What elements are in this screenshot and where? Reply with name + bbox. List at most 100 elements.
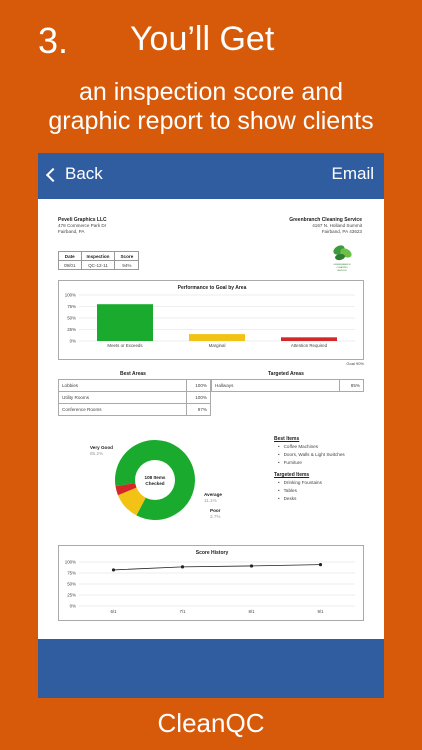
best-areas-table: Lobbies 100% Utility Rooms 100% Conference…: [58, 379, 211, 416]
brand-footer: CleanQC: [157, 708, 265, 738]
y-tick-label: 75%: [67, 304, 76, 309]
client-address: Peveli Graphics LLC 478 Commerce Park Dr…: [58, 217, 107, 235]
donut-center-label: Checked: [145, 481, 164, 486]
bar: [97, 304, 153, 341]
info-header: Score: [114, 251, 140, 261]
y-tick-label: 50%: [67, 316, 76, 321]
navbar: Back Email: [38, 153, 384, 199]
x-tick-label: 7/1: [179, 609, 186, 614]
client-name: Peveli Graphics LLC: [58, 217, 107, 223]
company-address1: 4167 N. Holland Summit: [312, 223, 362, 228]
list-item: Furniture: [278, 459, 345, 467]
data-point: [249, 564, 254, 568]
area-name: Lobbies: [58, 379, 187, 392]
donut-hole: [135, 460, 175, 500]
y-tick-label: 25%: [67, 593, 76, 598]
info-score: 94%: [114, 260, 140, 270]
email-button[interactable]: Email: [331, 164, 374, 183]
area-value: 100%: [186, 379, 211, 392]
x-tick-label: 8/1: [248, 609, 255, 614]
list-item: Coffee Machines: [278, 443, 345, 451]
score-history-panel: Score History 0% 25% 50% 75% 100% 6/1 7/1 8/1 9/1: [58, 545, 364, 621]
targeted-items-list: Targeted Items Drinking Fountains Tables…: [274, 471, 322, 503]
x-tick-label: Meets or Exceeds: [107, 343, 143, 348]
goal-note: Goal 90%: [346, 361, 364, 366]
info-header: Date: [58, 251, 82, 261]
y-tick-label: 0%: [70, 339, 76, 344]
area-name: Hallways: [211, 379, 340, 392]
report-page: Peveli Graphics LLC 478 Commerce Park Dr…: [38, 199, 384, 639]
area-value: 100%: [186, 391, 211, 404]
phone-screen: Back Email Peveli Graphics LLC 478 Comme…: [38, 153, 384, 698]
slice-pct: 85.2%: [90, 451, 104, 456]
data-point: [111, 568, 116, 572]
donut-label-average: Average 11.1%: [204, 492, 222, 504]
targeted-areas-title: Targeted Areas: [268, 371, 304, 377]
hero-subtitle: an inspection score and graphic report t…: [0, 78, 422, 136]
y-tick-label: 75%: [67, 571, 76, 576]
hero-subtitle-line1: an inspection score and: [78, 78, 344, 106]
slice-name: Very Good: [90, 445, 113, 450]
area-name: Utility Rooms: [58, 391, 187, 404]
area-value: 85%: [339, 379, 364, 392]
hero-title: You’ll Get: [130, 20, 275, 58]
table-row: Conference Rooms 97%: [58, 403, 211, 416]
info-inspection: QC-12-11: [80, 260, 116, 270]
series-line: [113, 564, 321, 571]
area-value: 97%: [186, 403, 211, 416]
x-tick-label: 9/1: [317, 609, 324, 614]
list-item: Doors, Walls & Light Switches: [278, 451, 345, 459]
step-number: 3.: [38, 20, 69, 61]
y-tick-label: 50%: [67, 582, 76, 587]
y-tick-label: 0%: [70, 604, 76, 609]
list-item: Tables: [278, 487, 322, 495]
donut-label-very-good: Very Good 85.2%: [90, 445, 113, 457]
y-tick-label: 25%: [67, 327, 76, 332]
performance-chart-panel: Performance to Goal by Area 0% 25% 50% 75% 10…: [58, 280, 364, 360]
table-row: Hallways 85%: [211, 379, 364, 392]
donut-label-poor: Poor 3.7%: [210, 508, 220, 520]
svg-text:CLEANING: CLEANING: [336, 266, 347, 269]
slice-name: Average: [204, 492, 222, 497]
svg-text:GREENBRANCH: GREENBRANCH: [333, 263, 350, 266]
inspection-info-table: Date Inspection Score 09/01 QC-12-11 94%: [58, 251, 140, 270]
targeted-items-title: Targeted Items: [274, 472, 310, 478]
slice-pct: 11.1%: [204, 498, 217, 503]
svg-text:SERVICE: SERVICE: [337, 270, 347, 272]
company-name: Greenbranch Cleaning Service: [289, 217, 362, 223]
best-areas-title: Best Areas: [120, 371, 146, 377]
data-point: [180, 565, 185, 569]
area-name: Conference Rooms: [58, 403, 187, 416]
hero-subtitle-line2: graphic report to show clients: [48, 107, 374, 135]
info-header: Inspection: [80, 251, 116, 261]
company-logo: GREENBRANCH CLEANING SERVICE: [330, 242, 354, 272]
data-point: [318, 563, 323, 567]
best-items-title: Best Items: [274, 436, 300, 442]
y-tick-label: 100%: [65, 293, 76, 298]
performance-chart: Performance to Goal by Area 0% 25% 50% 75% 10…: [65, 285, 355, 348]
slice-name: Poor: [210, 508, 221, 513]
info-date: 09/01: [58, 260, 82, 270]
slice-pct: 3.7%: [210, 514, 221, 519]
chart-title: Score History: [196, 550, 229, 556]
x-tick-label: 6/1: [110, 609, 117, 614]
donut-center-label: 108 Items: [145, 475, 166, 480]
list-item: Drinking Fountains: [278, 479, 322, 487]
table-row: Lobbies 100%: [58, 379, 211, 392]
targeted-areas-table: Hallways 85%: [211, 379, 364, 392]
chart-title: Performance to Goal by Area: [178, 285, 247, 291]
company-address2: Fairband, PA 43623: [321, 229, 362, 234]
bar: [281, 337, 337, 341]
back-button[interactable]: Back: [45, 164, 103, 184]
y-tick-label: 100%: [65, 560, 76, 565]
best-items-list: Best Items Coffee Machines Doors, Walls …: [274, 435, 345, 467]
list-item: Desks: [278, 495, 322, 503]
score-history-chart: Score History 0% 25% 50% 75% 100% 6/1 7/1 8/1 9/1: [65, 550, 355, 614]
x-tick-label: Marginal: [209, 343, 226, 348]
client-address1: 478 Commerce Park Dr: [58, 223, 107, 228]
client-address2: Fairband, PA: [58, 229, 85, 234]
bar: [189, 334, 245, 341]
back-label: Back: [65, 164, 103, 183]
table-row: Utility Rooms 100%: [58, 391, 211, 404]
